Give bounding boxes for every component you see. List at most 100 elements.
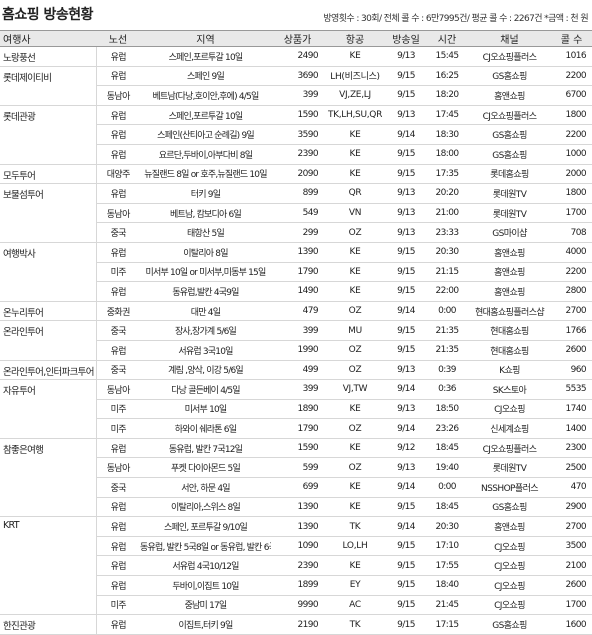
summary-stats: 방영횟수 : 30회/ 전체 콜 수 : 6만7995건/ 평균 콜 수 : 2…: [323, 14, 588, 24]
channel-cell: GS홈쇼핑: [468, 124, 551, 145]
time-cell: 18:30: [426, 124, 468, 145]
price-cell: 299: [271, 222, 324, 243]
calls-cell: 2600: [551, 340, 592, 361]
calls-cell: 2200: [551, 262, 592, 283]
channel-cell: NSSHOP플러스: [468, 477, 551, 498]
channel-cell: GS마이샵: [468, 222, 551, 243]
airline-cell: LO,LH: [324, 536, 386, 557]
airline-cell: LH(비즈니스): [324, 65, 386, 87]
date-cell: 9/15: [386, 65, 426, 87]
date-cell: 9/15: [386, 281, 426, 302]
airline-cell: KE: [324, 262, 386, 283]
table-row: 참좋은여행 유럽 동유럽, 발칸 7국12일 1590 KE 9/12 18:45 CJ오쇼핑…: [0, 437, 592, 518]
time-cell: 21:35: [426, 340, 468, 361]
channel-cell: GS홈쇼핑: [468, 614, 551, 635]
region-cell: 스페인,포르투갈 10일: [140, 46, 271, 67]
date-cell: 9/15: [386, 85, 426, 106]
route-cell: 유럽: [96, 497, 140, 518]
date-cell: 9/14: [386, 418, 426, 439]
calls-cell: 2700: [551, 300, 592, 322]
table-row: 모두투어 대양주 뉴질랜드 8일 or 호주,뉴질랜드 10일 2090 KE 9/15 1…: [0, 163, 592, 185]
calls-cell: 3500: [551, 536, 592, 557]
time-cell: 19:40: [426, 457, 468, 479]
airline-cell: KE: [324, 46, 386, 67]
table-row: 한진관광 유럽 이집트,터키 9일 2190 TK 9/15 17:15 GS홈쇼핑 1600: [0, 614, 592, 635]
region-cell: 스페인, 포르투갈 9/10일: [140, 516, 271, 537]
time-cell: 0:00: [426, 477, 468, 498]
route-cell: 유럽: [96, 144, 140, 165]
region-cell: 서안, 하문 4일: [140, 477, 271, 498]
time-cell: 23:26: [426, 418, 468, 439]
table-row: 중국 태항산 5일 299 OZ 9/13 23:33 GS마이샵 708: [0, 222, 592, 243]
date-cell: 9/14: [386, 516, 426, 537]
date-cell: 9/13: [386, 457, 426, 479]
date-cell: 9/13: [386, 183, 426, 204]
region-cell: 스페인 9일: [140, 65, 271, 87]
calls-cell: 2900: [551, 497, 592, 518]
calls-cell: 708: [551, 222, 592, 243]
date-cell: 9/13: [386, 399, 426, 420]
region-cell: 하와이 쉐라톤 6일: [140, 418, 271, 439]
channel-cell: CJ오쇼핑플러스: [468, 437, 551, 459]
calls-cell: 2700: [551, 516, 592, 537]
time-cell: 21:35: [426, 320, 468, 341]
calls-cell: 2200: [551, 124, 592, 145]
calls-cell: 470: [551, 477, 592, 498]
price-cell: 1790: [271, 262, 324, 283]
channel-cell: GS홈쇼핑: [468, 144, 551, 165]
region-cell: 두바이,이집트 10일: [140, 575, 271, 596]
column-header-time: 시간: [426, 30, 468, 47]
table-row: 미주 미서부 10일 or 미서부,미동부 15일 1790 KE 9/15 21:15 홈…: [0, 262, 592, 283]
region-cell: 동유럽, 발칸 7국12일: [140, 437, 271, 459]
airline-cell: KE: [324, 477, 386, 498]
channel-cell: 롯데원TV: [468, 203, 551, 224]
calls-cell: 1740: [551, 399, 592, 420]
date-cell: 9/15: [386, 497, 426, 518]
table-row: 노랑풍선 유럽 스페인,포르투갈 10일 2490 KE 9/13 15:45 CJ오쇼핑플러…: [0, 46, 592, 67]
route-cell: 대양주: [96, 163, 140, 185]
agency-cell: 롯데제이티비: [0, 65, 97, 106]
calls-cell: 2800: [551, 281, 592, 302]
table-row: 유럽 이탈리아,스위스 8일 1390 KE 9/15 18:45 GS홈쇼핑 2900: [0, 497, 592, 518]
route-cell: 유럽: [96, 614, 140, 635]
channel-cell: CJ오쇼핑: [468, 575, 551, 596]
route-cell: 유럽: [96, 124, 140, 145]
route-cell: 유럽: [96, 536, 140, 557]
airline-cell: KE: [324, 144, 386, 165]
price-cell: 1890: [271, 399, 324, 420]
region-cell: 미서부 10일: [140, 399, 271, 420]
route-cell: 유럽: [96, 575, 140, 596]
route-cell: 유럽: [96, 183, 140, 204]
price-cell: 1899: [271, 575, 324, 596]
price-cell: 1390: [271, 516, 324, 537]
route-cell: 유럽: [96, 555, 140, 577]
calls-cell: 5535: [551, 379, 592, 400]
time-cell: 17:10: [426, 536, 468, 557]
column-header-airline: 항공: [324, 30, 386, 47]
date-cell: 9/12: [386, 437, 426, 459]
agency-cell: 보물섬투어: [0, 183, 97, 243]
column-header-region: 지역: [140, 30, 271, 47]
route-cell: 미주: [96, 595, 140, 616]
price-cell: 2190: [271, 614, 324, 635]
date-cell: 9/14: [386, 300, 426, 322]
route-cell: 미주: [96, 418, 140, 439]
time-cell: 15:45: [426, 46, 468, 67]
date-cell: 9/15: [386, 614, 426, 635]
calls-cell: 1400: [551, 418, 592, 439]
calls-cell: 2600: [551, 575, 592, 596]
calls-cell: 960: [551, 359, 592, 381]
route-cell: 미주: [96, 262, 140, 283]
airline-cell: KE: [324, 555, 386, 577]
channel-cell: CJ오쇼핑: [468, 555, 551, 577]
table-row: 동남아 베트남, 캄보디아 6일 549 VN 9/13 21:00 롯데원TV 1700: [0, 203, 592, 224]
table-row: 롯데제이티비 유럽 스페인 9일 3690 LH(비즈니스) 9/15 16:25 GS홈쇼핑…: [0, 65, 592, 106]
table-row: 온라인투어,인터파크투어 중국 계림 ,양삭, 이강 5/6일 499 OZ 9/13 0:…: [0, 359, 592, 381]
table-row: 중국 서안, 하문 4일 699 KE 9/14 0:00 NSSHOP플러스 470: [0, 477, 592, 498]
price-cell: 599: [271, 457, 324, 479]
channel-cell: 홈앤쇼핑: [468, 85, 551, 106]
date-cell: 9/15: [386, 262, 426, 283]
route-cell: 중국: [96, 320, 140, 341]
airline-cell: AC: [324, 595, 386, 616]
